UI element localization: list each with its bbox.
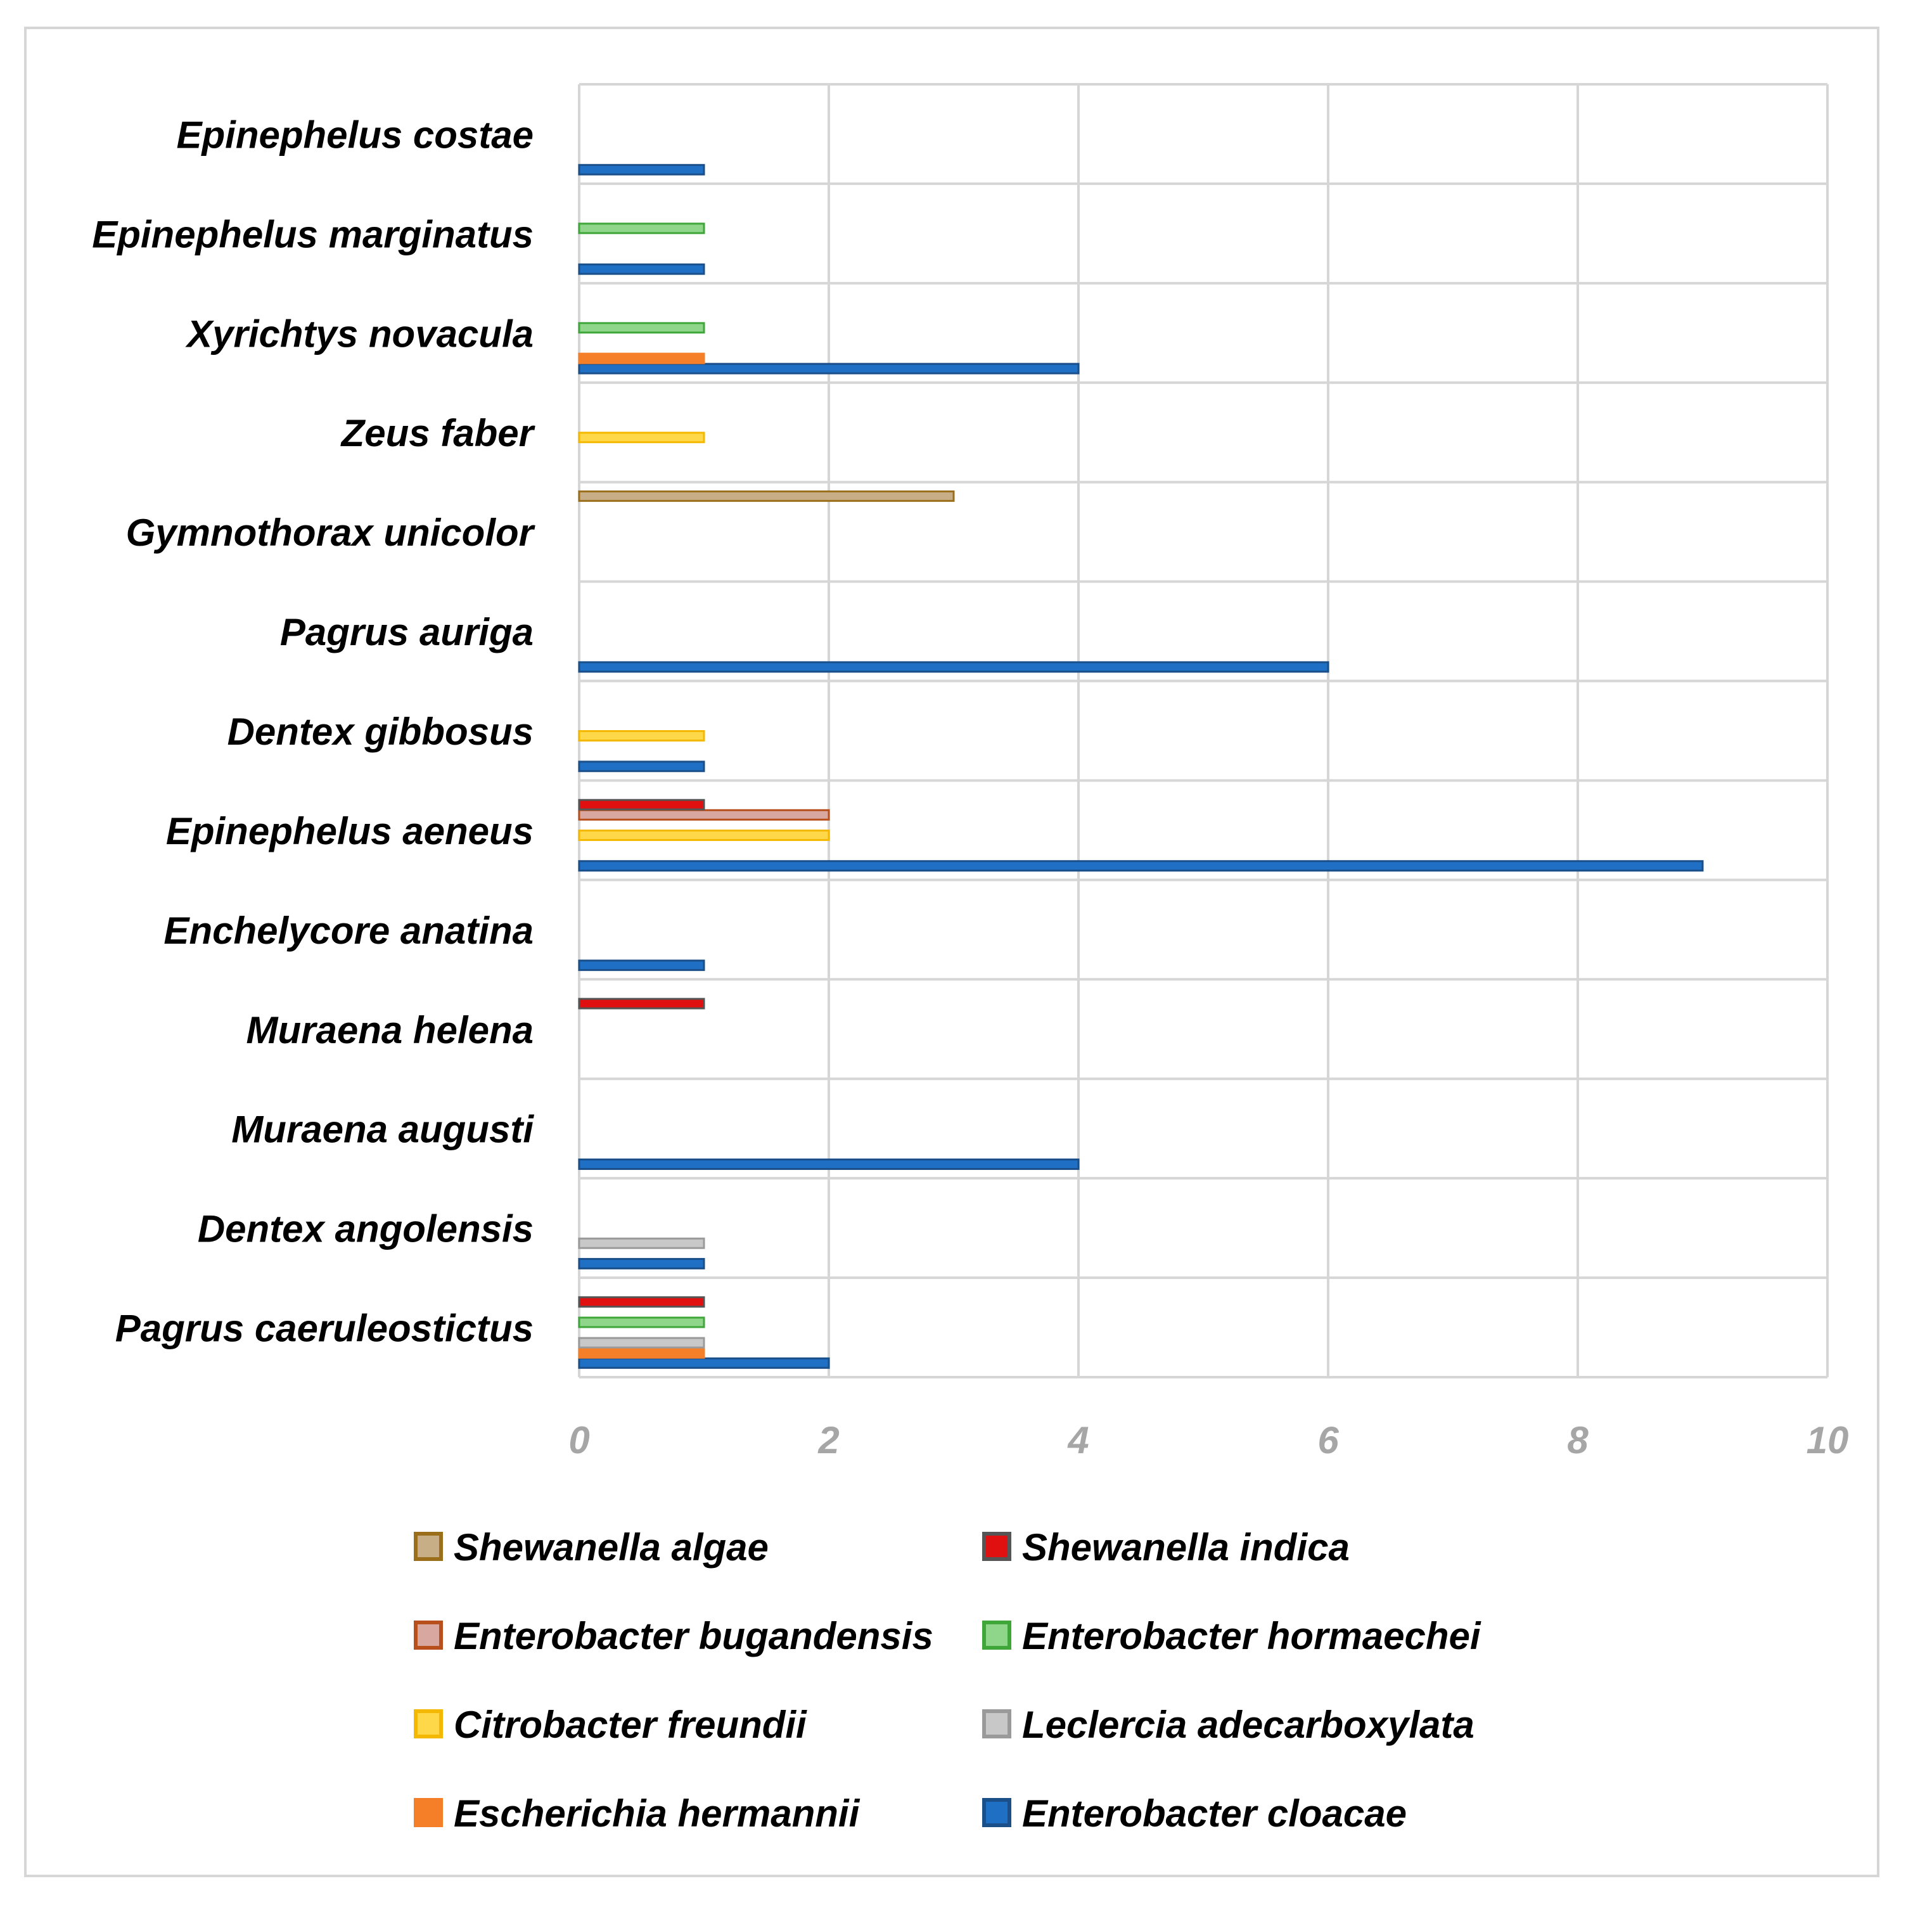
legend-label: Shewanella algae (454, 1526, 769, 1569)
bar-citrobacter-freundii-dentex-gibbosus (578, 730, 705, 742)
bar-escherichia-hermannii-xyrichtys-novacula (578, 352, 705, 364)
category-label: Epinephelus marginatus (92, 213, 534, 255)
category-label: Pagrus auriga (280, 611, 534, 653)
x-tick-label: 6 (1317, 1419, 1339, 1461)
x-tick-label: 0 (568, 1419, 589, 1461)
grid-lines (578, 83, 1829, 1378)
bar-enterobacter-cloacae-pagrus-auriga (578, 661, 1329, 673)
x-tick-label: 2 (817, 1419, 839, 1461)
category-label: Zeus faber (340, 412, 536, 454)
bar-enterobacter-hormaechei-pagrus-caeruleostictus (578, 1316, 705, 1328)
bar-leclercia-adecarboxylata-pagrus-caeruleostictus (578, 1337, 705, 1349)
bar-citrobacter-freundii-epinephelus-aeneus (578, 829, 830, 841)
legend-label: Shewanella indica (1022, 1526, 1350, 1569)
bar-leclercia-adecarboxylata-dentex-angolensis (578, 1237, 705, 1249)
legend-label: Escherichia hermannii (454, 1792, 860, 1835)
legend-label: Enterobacter hormaechei (1022, 1615, 1481, 1657)
category-label: Muraena augusti (231, 1108, 534, 1151)
category-label: Dentex angolensis (198, 1208, 534, 1250)
legend-swatch-citrobacter-freundii (414, 1709, 443, 1738)
legend-label: Enterobacter bugandensis (454, 1615, 933, 1657)
legend-label: Enterobacter cloacae (1022, 1792, 1407, 1835)
bar-enterobacter-cloacae-epinephelus-costae (578, 164, 705, 176)
legend-swatch-enterobacter-bugandensis (414, 1621, 443, 1650)
x-tick-label: 10 (1807, 1419, 1849, 1461)
category-label: Xyrichtys novacula (185, 312, 534, 355)
category-labels: Pagrus caeruleostictus Dentex angolensis M… (92, 113, 535, 1349)
bar-shewanella-indica-pagrus-caeruleostictus (578, 1296, 705, 1308)
legend-label: Leclercia adecarboxylata (1022, 1704, 1475, 1746)
category-label: Gymnothorax unicolor (126, 511, 536, 554)
category-label: Epinephelus aeneus (166, 810, 534, 852)
legend-label: Citrobacter freundii (454, 1704, 807, 1746)
category-label: Pagrus caeruleostictus (115, 1307, 534, 1350)
legend-swatch-escherichia-hermannii (414, 1798, 443, 1827)
category-label: Muraena helena (246, 1009, 534, 1051)
legend: Shewanella algae Shewanella indica Enterob… (414, 1526, 1481, 1835)
legend-swatch-enterobacter-hormaechei (982, 1621, 1011, 1650)
legend-swatch-enterobacter-cloacae (982, 1798, 1011, 1827)
x-tick-label: 8 (1567, 1419, 1589, 1461)
legend-swatch-shewanella-algae (414, 1532, 443, 1561)
category-label: Dentex gibbosus (227, 710, 534, 753)
bar-enterobacter-cloacae-pagrus-caeruleostictus (578, 1357, 830, 1369)
bar-enterobacter-cloacae-dentex-gibbosus (578, 761, 705, 773)
category-label: Enchelycore anatina (163, 909, 534, 952)
bar-enterobacter-cloacae-epinephelus-aeneus (578, 860, 1704, 872)
bar-enterobacter-cloacae-epinephelus-marginatus (578, 263, 705, 275)
bar-shewanella-indica-muraena-helena (578, 998, 705, 1010)
chart-frame (24, 27, 1879, 1877)
bar-enterobacter-cloacae-xyrichtys-novacula (578, 363, 1080, 375)
bar-enterobacter-cloacae-dentex-angolensis (578, 1257, 705, 1269)
bar-enterobacter-cloacae-enchelycore-anatina (578, 960, 705, 972)
legend-swatch-leclercia-adecarboxylata (982, 1709, 1011, 1738)
legend-swatch-shewanella-indica (982, 1532, 1011, 1561)
bars (578, 164, 1704, 1369)
bar-escherichia-hermannii-pagrus-caeruleostictus (578, 1347, 705, 1359)
x-tick-labels: 0 2 4 6 8 10 (568, 1419, 1848, 1461)
x-tick-label: 4 (1067, 1419, 1089, 1461)
bar-enterobacter-hormaechei-epinephelus-marginatus (578, 222, 705, 234)
bar-enterobacter-bugandensis-epinephelus-aeneus (578, 809, 830, 821)
bar-enterobacter-hormaechei-xyrichtys-novacula (578, 322, 705, 334)
bar-citrobacter-freundii-zeus-faber (578, 432, 705, 444)
bar-shewanella-indica-epinephelus-aeneus (578, 799, 705, 811)
bar-enterobacter-cloacae-muraena-augusti (578, 1159, 1080, 1170)
category-label: Epinephelus costae (177, 113, 534, 156)
bar-shewanella-algae-gymnothorax-unicolor (578, 490, 955, 502)
